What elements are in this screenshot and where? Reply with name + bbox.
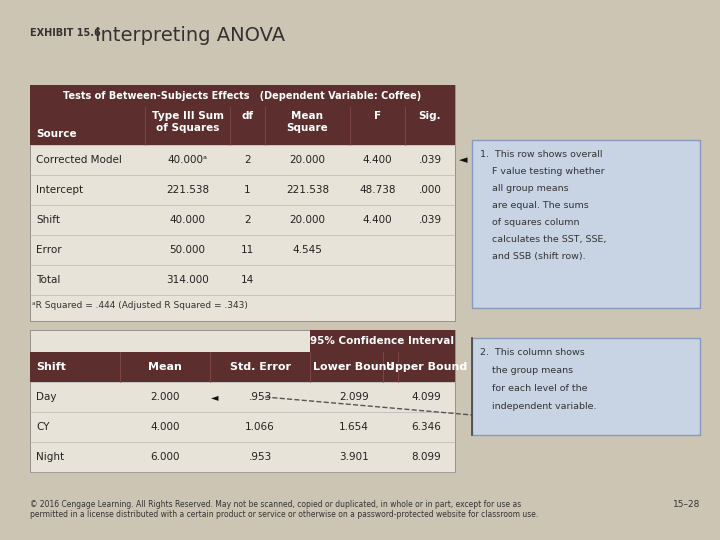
Text: Day: Day xyxy=(36,392,56,402)
Text: 1.654: 1.654 xyxy=(339,422,369,432)
Text: 4.400: 4.400 xyxy=(363,215,392,225)
Bar xyxy=(472,338,700,435)
Text: 40.000ᵃ: 40.000ᵃ xyxy=(168,155,207,165)
Text: 2.  This column shows: 2. This column shows xyxy=(480,348,585,357)
Text: ◄: ◄ xyxy=(459,155,467,165)
Text: 2: 2 xyxy=(244,215,251,225)
Text: F: F xyxy=(374,111,381,121)
Text: 4.099: 4.099 xyxy=(412,392,441,402)
Text: 4.545: 4.545 xyxy=(292,245,323,255)
Text: the group means: the group means xyxy=(480,366,573,375)
Text: 3.901: 3.901 xyxy=(339,452,369,462)
Text: of squares column: of squares column xyxy=(480,218,580,227)
Text: Intercept: Intercept xyxy=(36,185,83,195)
Text: 314.000: 314.000 xyxy=(166,275,209,285)
Bar xyxy=(310,330,455,352)
Text: 48.738: 48.738 xyxy=(359,185,396,195)
Text: 8.099: 8.099 xyxy=(412,452,441,462)
Text: 6.346: 6.346 xyxy=(412,422,441,432)
Text: Upper Bound: Upper Bound xyxy=(386,362,467,372)
Text: Corrected Model: Corrected Model xyxy=(36,155,122,165)
Bar xyxy=(30,330,455,472)
Text: Error: Error xyxy=(36,245,62,255)
Text: 50.000: 50.000 xyxy=(169,245,205,255)
Text: 2.099: 2.099 xyxy=(339,392,369,402)
Text: Lower Bound: Lower Bound xyxy=(313,362,395,372)
Text: .039: .039 xyxy=(418,155,441,165)
Bar xyxy=(30,85,455,321)
Text: CY: CY xyxy=(36,422,50,432)
Text: Shift: Shift xyxy=(36,362,66,372)
Text: are equal. The sums: are equal. The sums xyxy=(480,201,589,210)
Text: Total: Total xyxy=(36,275,60,285)
Text: .953: .953 xyxy=(248,452,271,462)
Bar xyxy=(30,352,455,382)
Text: df: df xyxy=(241,111,253,121)
Text: Interpreting ANOVA: Interpreting ANOVA xyxy=(95,26,285,45)
Text: ᵃR Squared = .444 (Adjusted R Squared = .343): ᵃR Squared = .444 (Adjusted R Squared = … xyxy=(32,301,248,310)
Text: calculates the SST, SSE,: calculates the SST, SSE, xyxy=(480,235,606,244)
Text: 95% Confidence Interval: 95% Confidence Interval xyxy=(310,336,454,346)
Text: 1.066: 1.066 xyxy=(245,422,275,432)
Text: 15–28: 15–28 xyxy=(672,500,700,509)
Text: .953: .953 xyxy=(248,392,271,402)
Text: 6.000: 6.000 xyxy=(150,452,180,462)
Text: independent variable.: independent variable. xyxy=(480,402,596,411)
Text: 2.000: 2.000 xyxy=(150,392,180,402)
Text: Shift: Shift xyxy=(36,215,60,225)
Text: F value testing whether: F value testing whether xyxy=(480,167,605,176)
Text: Type III Sum
of Squares: Type III Sum of Squares xyxy=(151,111,223,133)
Text: 40.000: 40.000 xyxy=(169,215,205,225)
Text: © 2016 Cengage Learning. All Rights Reserved. May not be scanned, copied or dupl: © 2016 Cengage Learning. All Rights Rese… xyxy=(30,500,539,519)
Text: 20.000: 20.000 xyxy=(289,155,325,165)
Text: 2: 2 xyxy=(244,155,251,165)
Text: Mean: Mean xyxy=(148,362,182,372)
Text: Std. Error: Std. Error xyxy=(230,362,290,372)
Bar xyxy=(472,140,700,308)
Text: EXHIBIT 15.6: EXHIBIT 15.6 xyxy=(30,28,101,38)
Text: 221.538: 221.538 xyxy=(286,185,329,195)
Text: 14: 14 xyxy=(241,275,254,285)
Text: 4.400: 4.400 xyxy=(363,155,392,165)
Text: 4.000: 4.000 xyxy=(150,422,180,432)
Bar xyxy=(30,85,455,107)
Text: Mean
Square: Mean Square xyxy=(287,111,328,133)
Text: 1.  This row shows overall: 1. This row shows overall xyxy=(480,150,603,159)
Text: 11: 11 xyxy=(241,245,254,255)
Text: .039: .039 xyxy=(418,215,441,225)
Bar xyxy=(30,107,455,145)
Text: and SSB (shift row).: and SSB (shift row). xyxy=(480,252,585,261)
Text: 221.538: 221.538 xyxy=(166,185,209,195)
Text: for each level of the: for each level of the xyxy=(480,384,588,393)
Text: Tests of Between-Subjects Effects   (Dependent Variable: Coffee): Tests of Between-Subjects Effects (Depen… xyxy=(63,91,422,101)
Text: 1: 1 xyxy=(244,185,251,195)
Text: Sig.: Sig. xyxy=(419,111,441,121)
Text: ◄: ◄ xyxy=(211,392,218,402)
Text: all group means: all group means xyxy=(480,184,569,193)
Text: 20.000: 20.000 xyxy=(289,215,325,225)
Text: Night: Night xyxy=(36,452,64,462)
Text: Source: Source xyxy=(36,129,76,139)
Text: .000: .000 xyxy=(418,185,441,195)
